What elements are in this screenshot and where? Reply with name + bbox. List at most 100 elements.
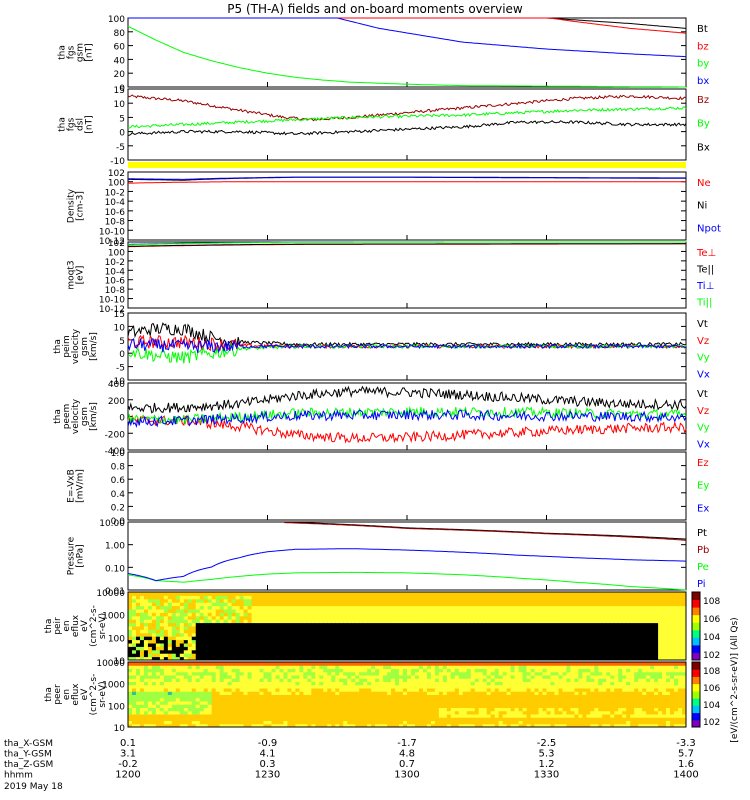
spectrogram-cell xyxy=(155,714,161,718)
spectrogram-cell xyxy=(263,615,268,620)
spectrogram-cell xyxy=(482,626,488,630)
spectrogram-cell xyxy=(315,681,320,686)
spectrogram-cell xyxy=(486,639,492,644)
spectrogram-cell xyxy=(203,704,209,708)
spectrogram-cell xyxy=(355,632,360,637)
spectrogram-cell xyxy=(510,602,516,607)
legend-ni: Ni xyxy=(697,201,707,212)
spectrogram-cell xyxy=(347,609,352,613)
spectrogram-cell xyxy=(239,714,245,718)
spectrogram-cell xyxy=(642,622,647,627)
spectrogram-cell xyxy=(267,643,272,647)
spectrogram-cell xyxy=(243,710,249,715)
spectrogram-cell xyxy=(163,697,169,702)
spectrogram-cell xyxy=(510,656,516,661)
spectrogram-cell xyxy=(458,605,464,610)
spectrogram-cell xyxy=(414,639,420,644)
spectrogram-cell xyxy=(155,649,161,654)
spectrogram-cell xyxy=(622,626,627,630)
spectrogram-cell xyxy=(494,592,500,596)
spectrogram-cell xyxy=(422,598,428,603)
spectrogram-cell xyxy=(430,656,436,661)
spectrogram-cell xyxy=(462,592,468,596)
spectrogram-cell xyxy=(446,665,452,669)
spectrogram-cell xyxy=(494,612,500,617)
spectrogram-cell xyxy=(187,626,193,630)
spectrogram-cell xyxy=(335,681,340,686)
spectrogram-cell xyxy=(367,704,372,708)
spectrogram-cell xyxy=(395,694,400,699)
spectrogram-cell xyxy=(323,643,328,647)
spectrogram-cell xyxy=(570,626,575,630)
spectrogram-cell xyxy=(163,649,169,654)
spectrogram-cell xyxy=(291,688,296,692)
spectrogram-cell xyxy=(335,598,340,603)
spectrogram-cell xyxy=(466,668,472,673)
spectrogram-cell xyxy=(259,643,265,647)
spectrogram-cell xyxy=(570,602,575,607)
spectrogram-cell xyxy=(207,598,213,603)
y-tick-label: 10-6 xyxy=(105,277,126,287)
spectrogram-cell xyxy=(407,701,412,705)
spectrogram-cell xyxy=(207,653,213,658)
spectrogram-cell xyxy=(438,691,444,695)
spectrogram-cell xyxy=(171,653,177,658)
spectrogram-cell xyxy=(379,697,384,702)
spectrogram-cell xyxy=(410,602,416,607)
spectrogram-cell xyxy=(450,723,456,728)
legend-ey: Ey xyxy=(697,481,709,492)
spectrogram-cell xyxy=(466,615,472,620)
spectrogram-cell xyxy=(135,592,141,596)
spectrogram-cell xyxy=(399,649,404,654)
spectrogram-cell xyxy=(526,598,532,603)
spectrogram-cell xyxy=(179,598,185,603)
spectrogram-cell xyxy=(638,636,643,641)
spectrogram-cell xyxy=(247,720,253,725)
spectrogram-cell xyxy=(478,681,484,686)
spectrogram-cell xyxy=(383,605,388,610)
spectrogram-cell xyxy=(191,636,197,641)
spectrogram-cell xyxy=(391,649,396,654)
spectrogram-cell xyxy=(367,605,372,610)
spectrogram-cell xyxy=(566,636,571,641)
spectrogram-cell xyxy=(430,678,436,682)
spectrogram-cell xyxy=(239,671,245,676)
spectrogram-cell xyxy=(255,723,261,728)
spectrogram-cell xyxy=(438,668,444,673)
spectrogram-cell xyxy=(486,707,492,712)
y-tick-label: 10-2 xyxy=(105,188,125,198)
spectrogram-cell xyxy=(295,609,300,613)
spectrogram-cell xyxy=(458,691,464,695)
spectrogram-cell xyxy=(502,605,508,610)
spectrogram-cell xyxy=(255,595,261,600)
spectrogram-cell xyxy=(307,665,312,669)
spectrogram-cell xyxy=(658,643,663,647)
spectrogram-cell xyxy=(263,632,268,637)
spectrogram-cell xyxy=(506,632,512,637)
spectrogram-cell xyxy=(303,622,308,627)
spectrogram-cell xyxy=(275,717,280,721)
legend-ex: Ex xyxy=(697,503,709,514)
spectrogram-cell xyxy=(135,684,141,689)
spectrogram-cell xyxy=(167,678,173,682)
series-line-ti xyxy=(128,241,686,246)
spectrogram-cell xyxy=(434,639,440,644)
spectrogram-cell xyxy=(207,662,213,666)
spectrogram-cell xyxy=(239,723,245,728)
spectrogram-cell xyxy=(331,609,336,613)
spectrogram-cell xyxy=(247,717,253,721)
spectrogram-cell xyxy=(251,632,257,637)
spectrogram-cell xyxy=(128,592,133,596)
spectrogram-cell xyxy=(171,681,177,686)
spectrogram-cell xyxy=(442,612,448,617)
spectrogram-cell xyxy=(442,675,448,679)
spectrogram-cell xyxy=(395,704,400,708)
spectrogram-cell xyxy=(482,717,488,721)
spectrogram-cell xyxy=(474,595,480,600)
spectrogram-cell xyxy=(323,697,328,702)
spectrogram-cell xyxy=(574,615,579,620)
spectrogram-cell xyxy=(470,595,476,600)
spectrogram-cell xyxy=(199,720,205,725)
spectrogram-cell xyxy=(255,656,261,661)
spectrogram-cell xyxy=(391,701,396,705)
